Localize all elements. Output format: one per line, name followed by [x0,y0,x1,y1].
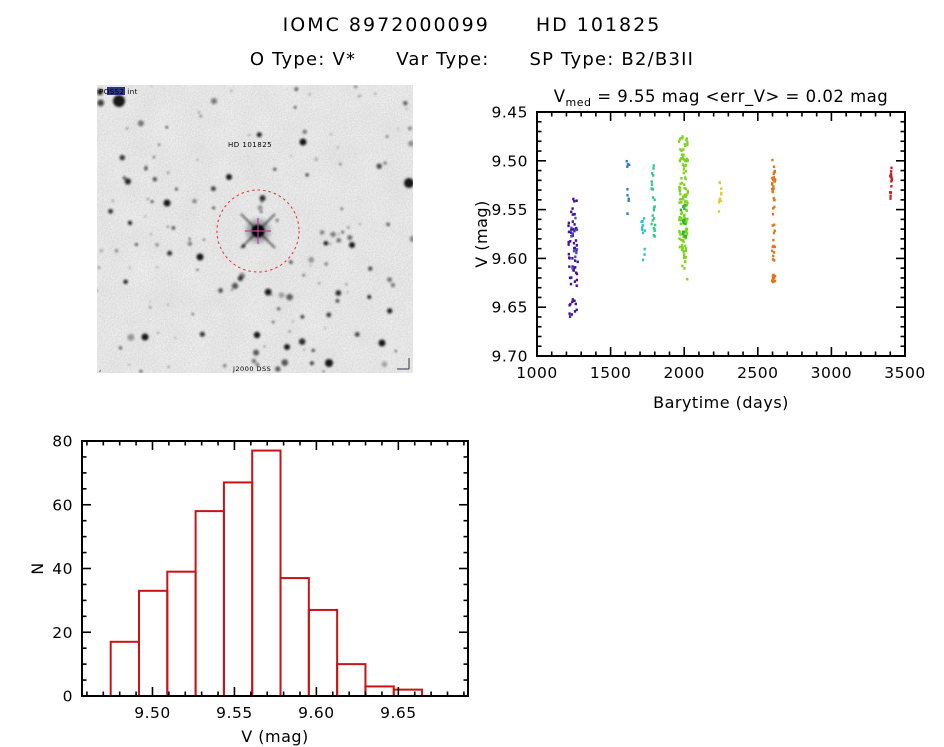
source-id: IOMC 8972000099 [282,14,490,36]
target-name-label: HD 101825 [228,141,272,149]
field-stars [96,85,417,373]
y-axis-label: N [28,562,47,574]
y-axis-label: V (mag) [472,200,491,268]
lightcurve-chart: Vmed = 9.55 mag <err_V> = 0.02 mag 1000 15… [472,87,925,412]
svg-text:2500: 2500 [737,364,778,382]
svg-text:20: 20 [52,624,73,642]
target-center-dot [256,229,260,233]
lightcurve-panel: Vmed = 9.55 mag <err_V> = 0.02 mag 1000 15… [470,82,944,418]
svg-text:9.60: 9.60 [298,704,335,722]
page-title: IOMC 8972000099 HD 101825 [283,14,662,36]
finding-chart-image: POSS2 int HD 101825 J2000 DSS, [96,85,417,373]
axis-tick-labels: 1000 1500 2000 2500 3000 3500 9.45 9.50 9.55 9.60… [491,104,925,383]
histogram-bar-fills [110,450,423,696]
svg-text:1000: 1000 [516,364,557,382]
svg-text:40: 40 [52,560,73,578]
svg-text:2000: 2000 [663,364,704,382]
page-header: IOMC 8972000099 HD 101825 O Type: V* Var… [0,14,944,70]
lightcurve-title: Vmed = 9.55 mag <err_V> = 0.02 mag [554,87,889,109]
x-axis-label: Barytime (days) [653,393,789,412]
survey-label: POSS2 int [99,88,138,96]
source-name: HD 101825 [535,14,662,36]
magnitude-histogram-chart: 9.50 9.55 9.60 9.65 0 20 40 60 80 V (mag) N [28,433,469,746]
spectral-type-label: SP Type: B2/B3II [529,49,695,70]
axis-tick-labels: 9.50 9.55 9.60 9.65 0 20 40 60 80 [52,433,416,723]
page-subtitle: O Type: V* Var Type: SP Type: B2/B3II [250,49,694,70]
svg-text:80: 80 [52,433,73,451]
svg-text:9.50: 9.50 [491,152,528,170]
svg-text:9.70: 9.70 [491,348,528,366]
cluster-epoch-7 [770,158,777,284]
svg-text:9.65: 9.65 [491,299,528,317]
cluster-epoch-2 [625,159,631,215]
plot-frame [536,111,906,357]
cluster-epoch-6 [717,180,723,213]
cluster-epoch-8 [888,166,894,200]
svg-text:9.45: 9.45 [491,104,528,122]
cluster-epoch-5b [679,203,687,238]
svg-text:9.60: 9.60 [491,250,528,268]
object-type-label: O Type: V* [249,49,357,70]
x-axis-label: V (mag) [241,727,309,746]
corner-mark: , [99,365,102,373]
finding-chart: POSS2 int HD 101825 J2000 DSS, [96,85,417,373]
svg-text:3000: 3000 [811,364,852,382]
svg-text:1500: 1500 [590,364,631,382]
svg-text:9.55: 9.55 [491,201,528,219]
histogram-panel: 9.50 9.55 9.60 9.65 0 20 40 60 80 V (mag) N [28,420,480,746]
cluster-epoch-1 [567,197,579,318]
aperture-circle [216,189,300,273]
compass-icon [397,358,410,370]
survey-label-highlight [107,87,125,95]
svg-text:9.50: 9.50 [134,704,171,722]
svg-text:60: 60 [52,496,73,514]
epoch-label: J2000 DSS [232,365,271,373]
axis-ticks [536,111,906,357]
svg-text:0: 0 [63,688,73,706]
cluster-epoch-3 [640,217,647,262]
variability-type-label: Var Type: [396,49,490,70]
cluster-epoch-5 [677,135,689,281]
cluster-epoch-1b [570,216,579,270]
svg-text:3500: 3500 [884,364,925,382]
svg-text:9.55: 9.55 [216,704,253,722]
svg-text:9.65: 9.65 [380,704,417,722]
axis-ticks [82,440,468,697]
cluster-epoch-4 [650,164,657,238]
